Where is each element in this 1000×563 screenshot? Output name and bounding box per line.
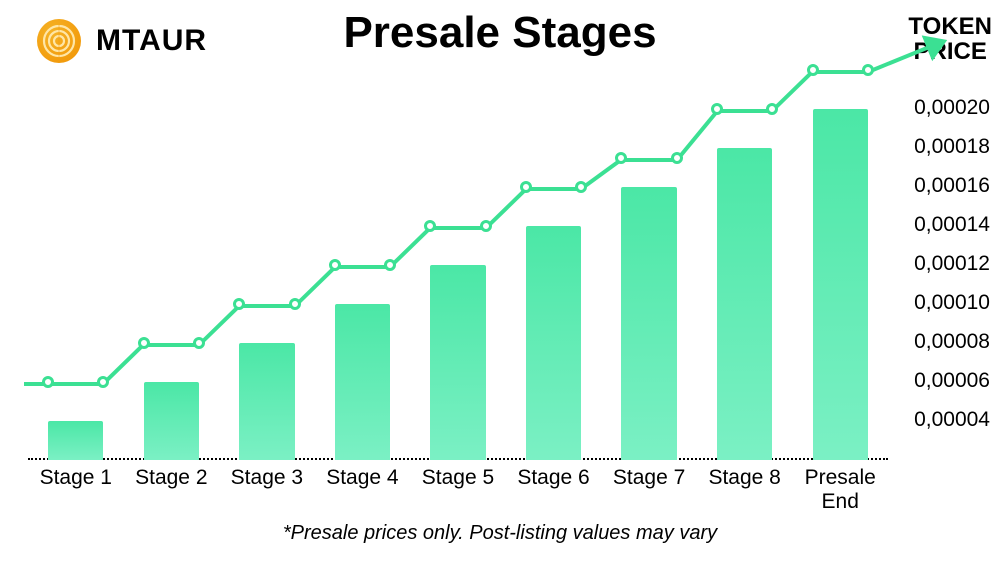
line-marker bbox=[711, 103, 723, 115]
x-tick-label: Stage 6 bbox=[506, 466, 602, 490]
line-marker bbox=[329, 259, 341, 271]
line-marker bbox=[289, 298, 301, 310]
line-marker bbox=[384, 259, 396, 271]
bar bbox=[813, 109, 868, 460]
chart-title: Presale Stages bbox=[0, 8, 1000, 58]
line-marker bbox=[766, 103, 778, 115]
y-tick-label: 0,00014 bbox=[914, 213, 990, 237]
line-segment bbox=[430, 226, 485, 230]
line-marker bbox=[424, 220, 436, 232]
line-segment bbox=[48, 382, 103, 386]
line-marker bbox=[233, 298, 245, 310]
x-axis-labels: Stage 1Stage 2Stage 3Stage 4Stage 5Stage… bbox=[28, 464, 888, 514]
bar bbox=[526, 226, 581, 460]
bar bbox=[239, 343, 294, 460]
x-tick-label: Stage 8 bbox=[697, 466, 793, 490]
bar bbox=[48, 421, 103, 460]
line-marker bbox=[807, 64, 819, 76]
line-segment bbox=[239, 304, 294, 308]
x-tick-label: Stage 1 bbox=[28, 466, 124, 490]
line-segment bbox=[335, 265, 390, 269]
line-segment bbox=[526, 187, 581, 191]
y-tick-label: 0,00016 bbox=[914, 174, 990, 198]
figure-root: MTAUR Presale Stages TOKEN PRICE Stage 1… bbox=[0, 0, 1000, 563]
line-marker bbox=[575, 181, 587, 193]
x-tick-label: Stage 5 bbox=[410, 466, 506, 490]
y-axis-tick-labels: 0,00004 0,00006 0,00008 0,00010 0,00012 0,000… bbox=[890, 70, 1000, 460]
y-tick-label: 0,00020 bbox=[914, 96, 990, 120]
bar bbox=[335, 304, 390, 460]
line-marker bbox=[42, 376, 54, 388]
footnote: *Presale prices only. Post-listing value… bbox=[0, 522, 1000, 545]
line-marker bbox=[138, 337, 150, 349]
line-segment bbox=[717, 109, 772, 113]
line-segment bbox=[675, 110, 718, 161]
line-marker bbox=[615, 152, 627, 164]
bar bbox=[621, 187, 676, 460]
line-marker bbox=[520, 181, 532, 193]
bar bbox=[717, 148, 772, 460]
y-tick-label: 0,00012 bbox=[914, 252, 990, 276]
line-marker bbox=[193, 337, 205, 349]
x-tick-label: PresaleEnd bbox=[792, 466, 888, 514]
y-tick-label: 0,00018 bbox=[914, 135, 990, 159]
x-tick-label: Stage 7 bbox=[601, 466, 697, 490]
y-tick-label: 0,00004 bbox=[914, 408, 990, 432]
bar bbox=[430, 265, 485, 460]
line-marker bbox=[480, 220, 492, 232]
y-tick-label: 0,00006 bbox=[914, 369, 990, 393]
x-tick-label: Stage 2 bbox=[124, 466, 220, 490]
line-segment bbox=[144, 343, 199, 347]
line-marker bbox=[671, 152, 683, 164]
line-segment bbox=[621, 158, 676, 162]
line-segment bbox=[813, 70, 868, 74]
line-marker bbox=[862, 64, 874, 76]
x-tick-label: Stage 3 bbox=[219, 466, 315, 490]
x-tick-label: Stage 4 bbox=[315, 466, 411, 490]
bar bbox=[144, 382, 199, 460]
chart-plot-area bbox=[28, 70, 888, 460]
line-marker bbox=[97, 376, 109, 388]
y-tick-label: 0,00008 bbox=[914, 330, 990, 354]
y-tick-label: 0,00010 bbox=[914, 291, 990, 315]
